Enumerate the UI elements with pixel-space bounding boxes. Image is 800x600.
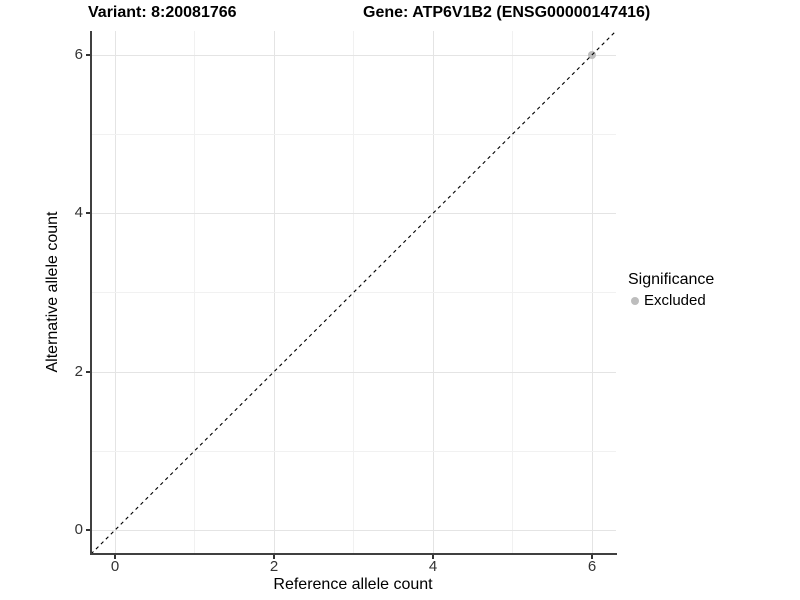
plot-panel [91, 31, 616, 554]
y-tick-6 [86, 54, 90, 56]
x-tick-6 [591, 555, 593, 559]
x-tick-label-6: 6 [587, 558, 597, 575]
x-axis-title: Reference allele count [273, 576, 433, 593]
gridline-major-y2 [91, 372, 616, 373]
legend-marker-circle [631, 296, 639, 305]
x-tick-label-2: 2 [269, 558, 279, 575]
x-tick-label-4: 4 [428, 558, 438, 575]
y-tick-2 [86, 371, 90, 373]
y-tick-label-0: 0 [74, 521, 83, 538]
plot-layer [91, 31, 616, 554]
gridline-minor-y5 [91, 134, 616, 135]
gridline-major-y4 [91, 213, 616, 214]
x-tick-4 [432, 555, 434, 559]
x-tick-2 [273, 555, 275, 559]
y-tick-label-2: 2 [74, 363, 83, 380]
y-axis-line [90, 31, 92, 555]
legend: Significance Excluded [628, 271, 714, 309]
y-axis-title: Alternative allele count [44, 211, 61, 373]
y-tick-label-6: 6 [74, 46, 83, 63]
gridline-minor-y3 [91, 292, 616, 293]
gridline-minor-y1 [91, 451, 616, 452]
identity-line [91, 31, 616, 554]
x-axis-line [90, 553, 617, 555]
y-tick-label-4: 4 [74, 204, 83, 221]
x-tick-0 [114, 555, 116, 559]
y-tick-0 [86, 529, 90, 531]
legend-item-excluded: Excluded [628, 292, 714, 309]
legend-point-icon [631, 296, 639, 305]
legend-title: Significance [628, 271, 715, 288]
variant-title: Variant: 8:20081766 [88, 4, 237, 21]
y-tick-4 [86, 212, 90, 214]
legend-item-label: Excluded [644, 292, 706, 309]
gene-title: Gene: ATP6V1B2 (ENSG00000147416) [363, 4, 651, 21]
gridline-major-y6 [91, 55, 616, 56]
gridline-major-y0 [91, 530, 616, 531]
x-tick-label-0: 0 [110, 558, 120, 575]
